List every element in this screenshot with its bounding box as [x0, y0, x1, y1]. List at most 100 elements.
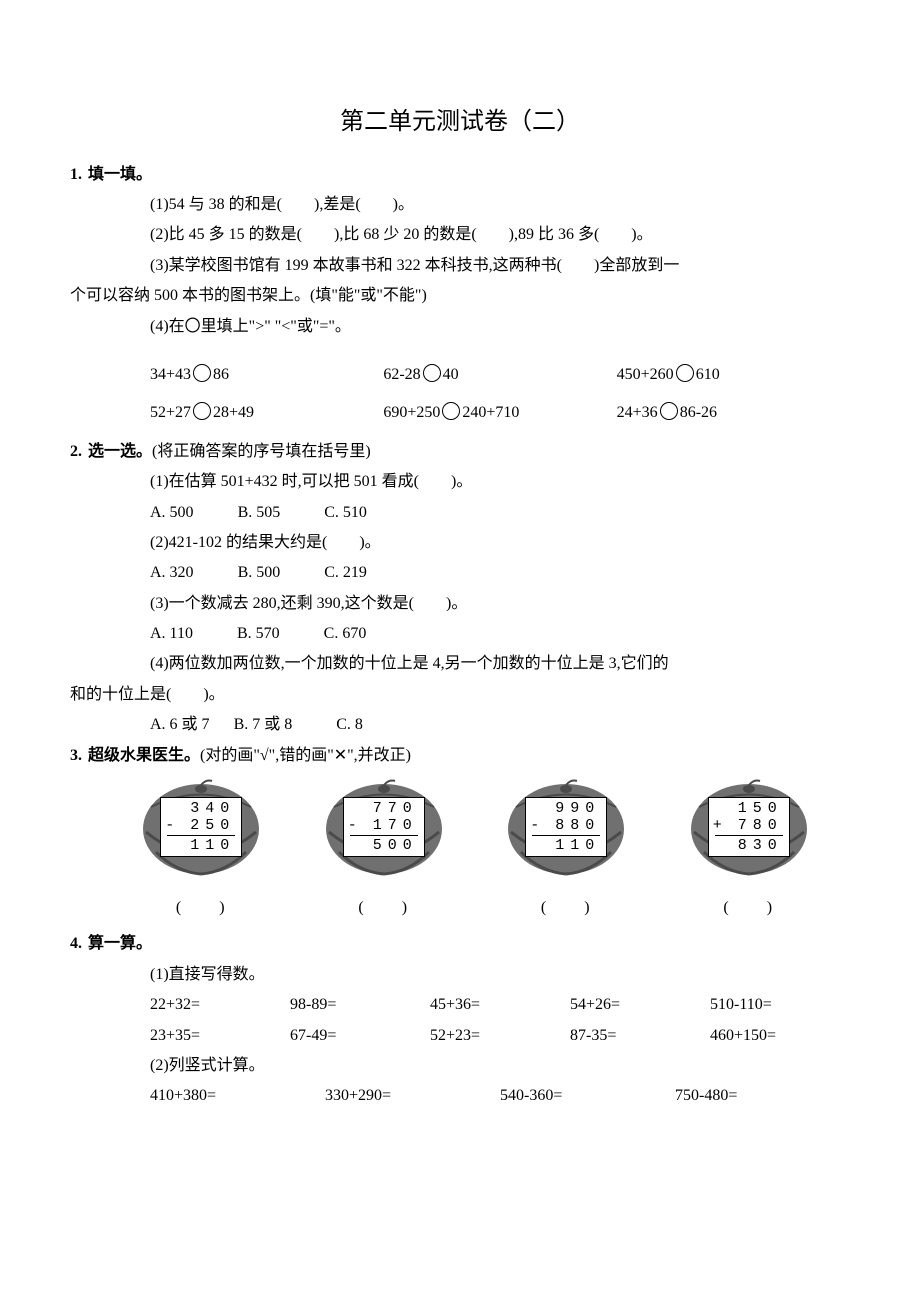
circle-blank[interactable]: [660, 402, 678, 420]
option-a: A. 320: [150, 558, 194, 588]
calc-item: 52+23=: [430, 1021, 570, 1051]
calc-line2: -170: [350, 817, 418, 834]
calc-result: 110: [532, 837, 600, 854]
q2-header: 2. 选一选。 (将正确答案的序号填在括号里): [70, 437, 850, 467]
q2-item4b: 和的十位上是( )。: [70, 680, 850, 710]
q3-header: 3. 超级水果医生。 (对的画"√",错的画"✕",并改正): [70, 741, 850, 771]
fruit-item: 770-170500( ): [313, 777, 456, 923]
calc-result: 110: [167, 837, 235, 854]
option-b: B. 505: [238, 498, 281, 528]
option-b: B. 500: [238, 558, 281, 588]
calc-result: 500: [350, 837, 418, 854]
expr-left: 24+36: [617, 404, 658, 421]
calc-item: 23+35=: [150, 1021, 290, 1051]
expr-right: 28+49: [213, 404, 254, 421]
answer-paren[interactable]: ( ): [358, 893, 409, 923]
q4-num: 4.: [70, 929, 82, 959]
q4-row2: 23+35= 67-49= 52+23= 87-35= 460+150=: [70, 1021, 850, 1051]
q1-compare-row2: 52+27 28+49 690+250 240+710 24+3686-26: [70, 398, 850, 428]
compare-cell: 690+250 240+710: [383, 398, 616, 428]
calc-item: 67-49=: [290, 1021, 430, 1051]
compare-cell: 52+27 28+49: [150, 398, 383, 428]
option-c: C. 219: [324, 558, 367, 588]
calc-rule: [350, 835, 418, 836]
q4-head: 算一算。: [88, 929, 152, 959]
q3-head: 超级水果医生。: [88, 741, 200, 771]
q4-row1: 22+32= 98-89= 45+36= 54+26= 510-110=: [70, 990, 850, 1020]
q2-options3: A. 110 B. 570 C. 670: [70, 619, 850, 649]
q1-item3a: (3)某学校图书馆有 199 本故事书和 322 本科技书,这两种书( )全部放…: [70, 251, 850, 281]
q1-head: 填一填。: [88, 160, 152, 190]
compare-cell: 450+260 610: [617, 360, 850, 390]
melon-graphic: 770-170500: [319, 777, 449, 877]
answer-paren[interactable]: ( ): [541, 893, 592, 923]
q2-tail: (将正确答案的序号填在括号里): [152, 437, 371, 467]
circle-blank[interactable]: [442, 402, 460, 420]
expr-left: 450+260: [617, 366, 674, 383]
q2-item1: (1)在估算 501+432 时,可以把 501 看成( )。: [70, 467, 850, 497]
q4-sub2: (2)列竖式计算。: [70, 1051, 850, 1081]
calc-rule: [715, 835, 783, 836]
q2-options1: A. 500 B. 505 C. 510: [70, 498, 850, 528]
q1-item2: (2)比 45 多 15 的数是( ),比 68 少 20 的数是( ),89 …: [70, 220, 850, 250]
calc-line1: 150: [715, 800, 783, 817]
compare-cell: 24+3686-26: [617, 398, 850, 428]
vertical-calc: 340-250110: [160, 797, 242, 858]
expr-left: 690+250: [383, 404, 440, 421]
answer-paren[interactable]: ( ): [176, 893, 227, 923]
calc-op: -: [348, 817, 363, 834]
vertical-calc: 770-170500: [343, 797, 425, 858]
q4-row3: 410+380= 330+290= 540-360= 750-480=: [70, 1081, 850, 1111]
calc-op: -: [530, 817, 545, 834]
calc-item: 750-480=: [675, 1081, 850, 1111]
expr-left: 52+27: [150, 404, 191, 421]
circle-blank[interactable]: [676, 364, 694, 382]
q2-item2: (2)421-102 的结果大约是( )。: [70, 528, 850, 558]
q2-options4: A. 6 或 7 B. 7 或 8 C. 8: [70, 710, 850, 740]
calc-item: 22+32=: [150, 990, 290, 1020]
q1-header: 1. 填一填。: [70, 160, 850, 190]
circle-blank[interactable]: [193, 364, 211, 382]
calc-rule: [532, 835, 600, 836]
calc-rule: [167, 835, 235, 836]
option-c: C. 510: [324, 498, 367, 528]
fruit-item: 990-880110( ): [495, 777, 638, 923]
option-a: A. 110: [150, 619, 193, 649]
melon-graphic: 340-250110: [136, 777, 266, 877]
q1-item3b: 个可以容纳 500 本书的图书架上。(填"能"或"不能"): [70, 281, 850, 311]
q2-options2: A. 320 B. 500 C. 219: [70, 558, 850, 588]
calc-item: 330+290=: [325, 1081, 500, 1111]
q1-num: 1.: [70, 160, 82, 190]
calc-line1: 340: [167, 800, 235, 817]
q2-item4a: (4)两位数加两位数,一个加数的十位上是 4,另一个加数的十位上是 3,它们的: [70, 649, 850, 679]
q3-tail: (对的画"√",错的画"✕",并改正): [200, 741, 411, 771]
expr-right: 40: [443, 366, 459, 383]
calc-op: -: [165, 817, 180, 834]
expr-left: 62-28: [383, 366, 420, 383]
calc-item: 460+150=: [710, 1021, 850, 1051]
fruit-row: 340-250110( ) 770-170500( ) 990-880110( …: [70, 771, 850, 923]
circle-blank[interactable]: [193, 402, 211, 420]
option-a: A. 6 或 7: [150, 710, 210, 740]
q2-num: 2.: [70, 437, 82, 467]
calc-item: 54+26=: [570, 990, 710, 1020]
answer-paren[interactable]: ( ): [723, 893, 774, 923]
calc-line1: 990: [532, 800, 600, 817]
page-title: 第二单元测试卷（二）: [70, 100, 850, 146]
circle-blank[interactable]: [423, 364, 441, 382]
calc-item: 98-89=: [290, 990, 430, 1020]
q1-item4: (4)在〇里填上">" "<"或"="。: [70, 312, 850, 342]
compare-cell: 62-28 40: [383, 360, 616, 390]
melon-graphic: 150+780830: [684, 777, 814, 877]
expr-right: 610: [696, 366, 720, 383]
expr-right: 240+710: [462, 404, 519, 421]
q4-header: 4. 算一算。: [70, 929, 850, 959]
q3-num: 3.: [70, 741, 82, 771]
calc-item: 540-360=: [500, 1081, 675, 1111]
option-a: A. 500: [150, 498, 194, 528]
calc-item: 510-110=: [710, 990, 850, 1020]
calc-line2: +780: [715, 817, 783, 834]
calc-item: 87-35=: [570, 1021, 710, 1051]
calc-item: 45+36=: [430, 990, 570, 1020]
q1-compare-row1: 34+4386 62-2840 450+260610: [70, 360, 850, 390]
